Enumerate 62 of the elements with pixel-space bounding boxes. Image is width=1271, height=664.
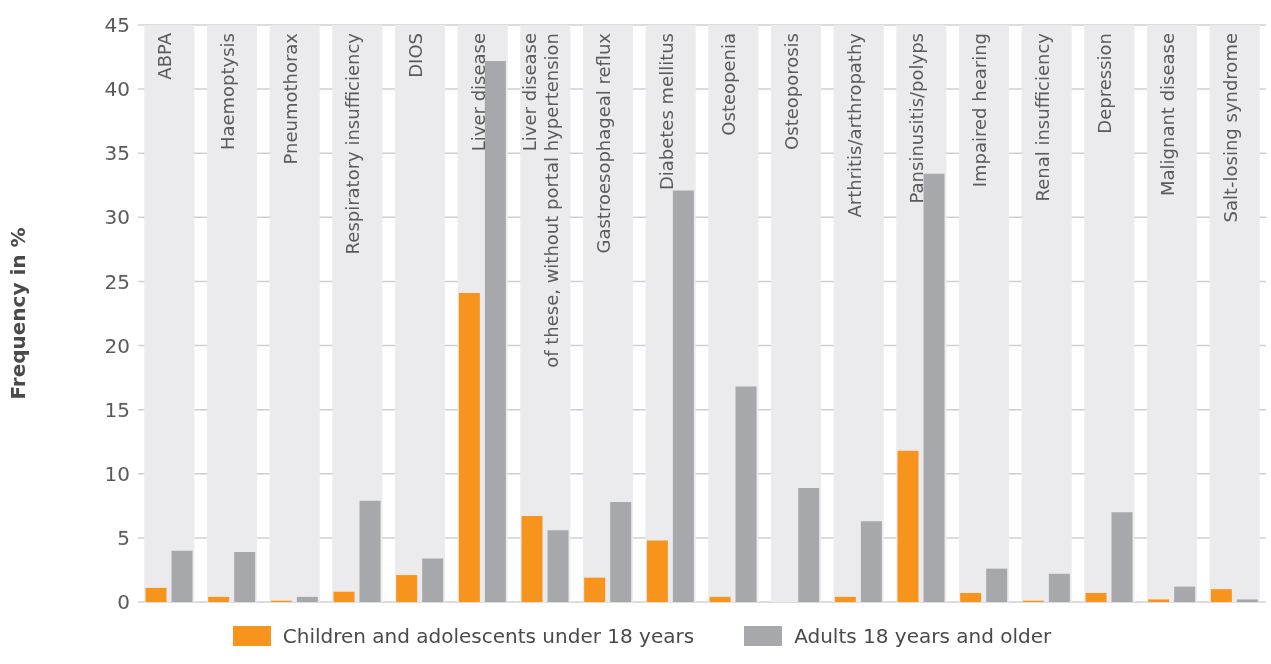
bar bbox=[521, 516, 543, 602]
legend-label: Children and adolescents under 18 years bbox=[282, 624, 695, 648]
y-tick-label: 20 bbox=[104, 333, 130, 358]
bar bbox=[333, 591, 355, 602]
y-tick-label: 30 bbox=[104, 205, 130, 230]
y-tick-label: 5 bbox=[117, 525, 130, 550]
bar bbox=[709, 596, 731, 602]
bar bbox=[208, 596, 230, 602]
x-tick-label: Liver disease bbox=[467, 33, 489, 152]
y-tick-label: 10 bbox=[104, 461, 130, 486]
x-tick-label: Salt-losing syndrome bbox=[1219, 33, 1241, 223]
x-tick-label: Gastroesophageal reflux bbox=[593, 32, 614, 254]
bar bbox=[547, 530, 569, 602]
x-tick-label: Diabetes mellitus bbox=[655, 33, 677, 191]
bar bbox=[145, 587, 167, 602]
x-tick-label: Haemoptysis bbox=[217, 33, 238, 151]
bar bbox=[646, 540, 668, 602]
bar bbox=[834, 596, 856, 602]
bar bbox=[1210, 589, 1232, 602]
x-tick-label: Malignant disease bbox=[1157, 33, 1178, 196]
x-tick-label: Osteoporosis bbox=[781, 33, 802, 150]
bar bbox=[986, 568, 1008, 602]
y-axis-title: Frequency in % bbox=[6, 227, 31, 400]
bar bbox=[458, 292, 480, 602]
bar bbox=[860, 521, 882, 602]
bar bbox=[584, 577, 606, 602]
bar bbox=[1174, 586, 1196, 602]
x-tick-label: ABPA bbox=[154, 32, 176, 80]
bar bbox=[1085, 593, 1107, 602]
bar bbox=[359, 500, 381, 602]
legend-label: Adults 18 years and older bbox=[794, 624, 1052, 648]
bar bbox=[798, 487, 820, 602]
bar bbox=[960, 593, 982, 602]
bar bbox=[1048, 573, 1070, 602]
x-tick-label: Depression bbox=[1094, 33, 1116, 134]
y-tick-label: 0 bbox=[117, 590, 130, 615]
bar bbox=[234, 551, 256, 602]
y-tick-label: 45 bbox=[104, 13, 130, 38]
bar bbox=[1148, 599, 1170, 602]
bar bbox=[296, 596, 318, 602]
bar bbox=[171, 550, 193, 602]
x-tick-label: Liver disease of these, without portal hypertension bbox=[519, 33, 563, 368]
x-tick-label: Arthritis/arthropathy bbox=[843, 32, 865, 218]
x-tick-label: Impaired hearing bbox=[969, 33, 990, 188]
bar bbox=[396, 575, 418, 602]
x-tick-label: Pneumothorax bbox=[279, 32, 301, 165]
y-tick-label: 40 bbox=[104, 77, 130, 102]
x-tick-label: Respiratory insufficiency bbox=[342, 32, 364, 255]
bar bbox=[1111, 512, 1133, 602]
bar bbox=[672, 190, 694, 602]
x-tick-label: Renal insufficiency bbox=[1031, 32, 1053, 202]
x-tick-label: DIOS bbox=[405, 33, 426, 78]
x-tick-label: Pansinusitis/polyps bbox=[906, 33, 928, 204]
y-tick-label: 25 bbox=[104, 269, 130, 294]
y-tick-label: 15 bbox=[104, 397, 130, 422]
bar bbox=[735, 386, 757, 602]
bar bbox=[610, 501, 632, 602]
bar bbox=[897, 450, 919, 602]
x-tick-label: Osteopenia bbox=[718, 33, 740, 136]
bar bbox=[1236, 599, 1258, 602]
y-tick-label: 35 bbox=[104, 141, 130, 166]
bar bbox=[422, 558, 444, 602]
